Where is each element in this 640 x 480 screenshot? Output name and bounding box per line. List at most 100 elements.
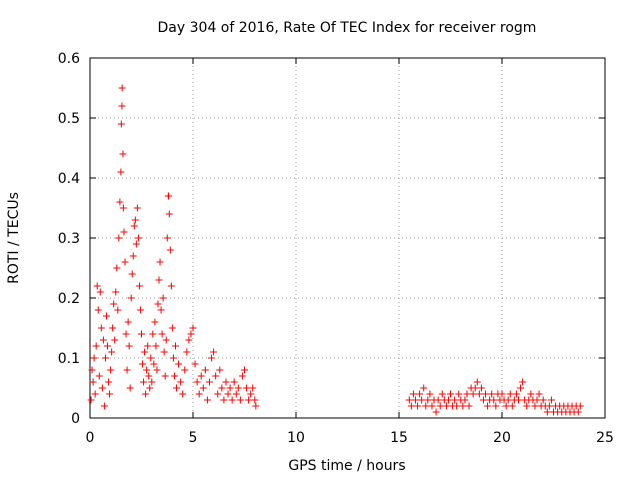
- data-point: [104, 342, 112, 350]
- data-point: [473, 378, 481, 386]
- data-point: [167, 282, 175, 290]
- y-tick-label: 0.2: [58, 291, 80, 307]
- data-point: [119, 204, 127, 212]
- data-point: [130, 222, 138, 230]
- data-point: [482, 390, 490, 398]
- data-point: [203, 396, 211, 404]
- data-point: [576, 402, 584, 410]
- data-point: [106, 390, 114, 398]
- data-point: [547, 396, 555, 404]
- data-point: [543, 408, 551, 416]
- data-point: [118, 84, 126, 92]
- data-point: [122, 330, 130, 338]
- data-point: [175, 360, 183, 368]
- data-point: [146, 384, 154, 392]
- data-point: [165, 192, 173, 200]
- data-point: [142, 390, 150, 398]
- data-point: [117, 168, 125, 176]
- data-point: [502, 402, 510, 410]
- data-point: [141, 348, 149, 356]
- data-point: [134, 234, 142, 242]
- data-point: [214, 390, 222, 398]
- data-point: [220, 396, 228, 404]
- chart-title: Day 304 of 2016, Rate Of TEC Index for r…: [158, 20, 537, 36]
- data-point: [234, 384, 242, 392]
- data-point: [158, 330, 166, 338]
- grid-lines: [90, 58, 605, 418]
- y-tick-label: 0: [71, 411, 80, 427]
- data-point: [152, 342, 160, 350]
- y-tick-labels: 0 0.1 0.2 0.3 0.4 0.5 0.6: [58, 51, 80, 427]
- data-point: [181, 366, 189, 374]
- data-point: [117, 120, 125, 128]
- data-point: [226, 384, 234, 392]
- data-point: [492, 402, 500, 410]
- axis-ticks: [89, 57, 606, 419]
- data-point: [138, 330, 145, 338]
- data-point: [488, 390, 496, 398]
- data-point: [469, 390, 477, 398]
- data-point: [535, 390, 543, 398]
- data-point: [212, 372, 220, 380]
- data-point: [508, 402, 516, 410]
- data-point: [88, 366, 96, 374]
- data-point: [471, 384, 479, 392]
- data-point: [144, 342, 152, 350]
- data-point: [465, 402, 473, 410]
- data-point: [519, 378, 527, 386]
- data-point: [414, 402, 422, 410]
- data-point: [479, 396, 487, 404]
- data-point: [523, 402, 531, 410]
- data-point: [165, 210, 173, 218]
- x-tick-labels: 0 5 10 15 20 25: [86, 430, 614, 446]
- data-point: [128, 270, 136, 278]
- data-point: [116, 198, 124, 206]
- data-point: [108, 348, 116, 356]
- data-point: [87, 396, 95, 404]
- y-tick-label: 0.1: [58, 351, 80, 367]
- data-point: [197, 372, 205, 380]
- data-point: [112, 288, 120, 296]
- data-point: [490, 396, 498, 404]
- x-axis-label: GPS time / hours: [288, 458, 405, 474]
- data-point: [166, 246, 174, 254]
- data-point: [93, 282, 101, 290]
- data-point: [156, 258, 164, 266]
- data-point: [114, 306, 122, 314]
- data-point: [120, 228, 128, 236]
- data-point: [100, 402, 108, 410]
- data-point: [475, 390, 483, 398]
- data-point: [102, 312, 110, 320]
- data-point: [436, 402, 444, 410]
- data-point: [210, 348, 218, 356]
- data-point: [512, 390, 520, 398]
- data-point: [426, 390, 434, 398]
- data-point: [498, 390, 506, 398]
- data-point: [459, 402, 467, 410]
- data-point: [453, 402, 461, 410]
- data-point: [183, 348, 191, 356]
- y-tick-label: 0.4: [58, 171, 80, 187]
- data-point: [434, 396, 442, 404]
- x-tick-label: 5: [189, 430, 198, 446]
- data-point: [131, 216, 139, 224]
- data-point: [121, 258, 129, 266]
- data-point: [420, 384, 428, 392]
- data-point: [527, 390, 535, 398]
- data-point: [154, 300, 162, 308]
- data-point: [159, 294, 167, 302]
- data-point: [157, 306, 165, 314]
- data-point: [149, 330, 157, 338]
- data-point: [533, 396, 541, 404]
- x-tick-label: 20: [493, 430, 511, 446]
- data-point: [504, 396, 512, 404]
- data-point: [463, 390, 471, 398]
- data-point: [97, 324, 105, 332]
- data-point: [442, 402, 450, 410]
- data-point: [133, 204, 141, 212]
- data-point: [424, 396, 432, 404]
- data-point: [143, 366, 151, 374]
- data-point: [136, 306, 144, 314]
- data-point: [145, 372, 153, 380]
- data-point: [251, 396, 259, 404]
